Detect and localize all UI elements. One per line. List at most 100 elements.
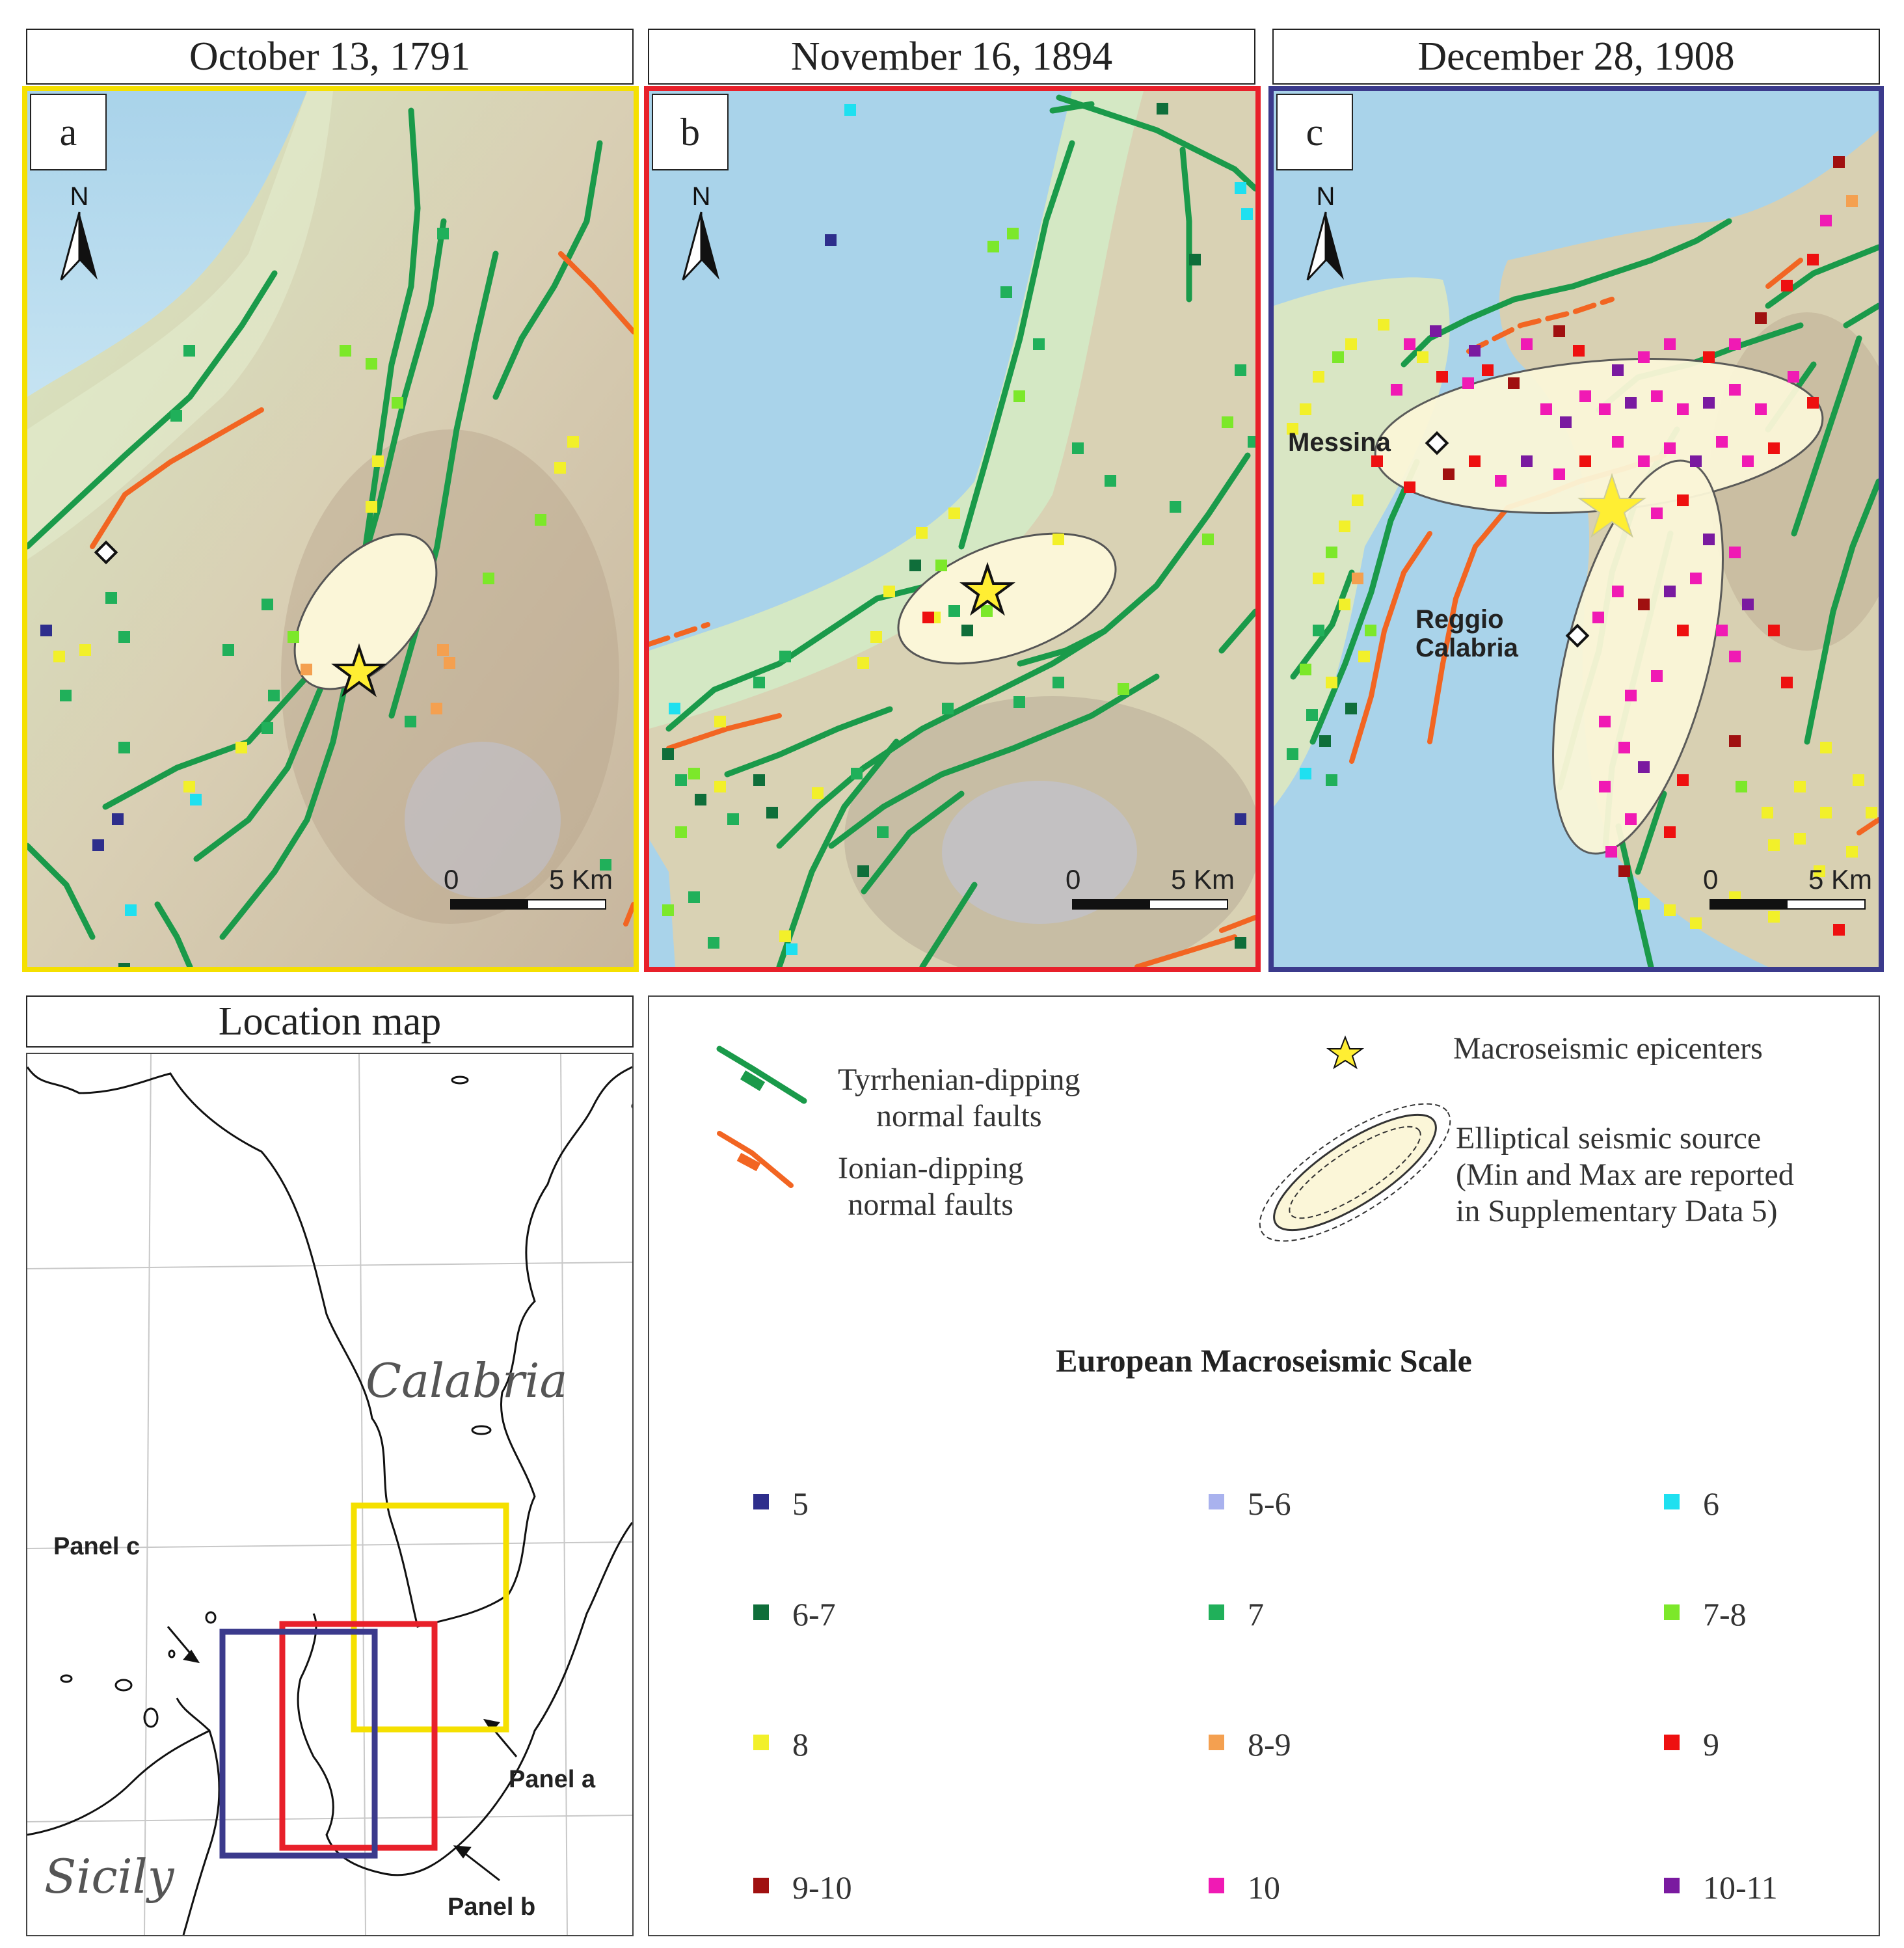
ellipse-label: Elliptical seismic source (Min and Max a… xyxy=(1456,1121,1794,1228)
scale-bar: 0 5 Km xyxy=(444,864,613,916)
ems-label-9: 9 xyxy=(1703,1726,1719,1763)
ems-label-5: 5 xyxy=(792,1485,809,1522)
ems-label-5-6: 5-6 xyxy=(1248,1485,1291,1522)
ems-swatch-6 xyxy=(1664,1494,1680,1509)
ionian-fault-symbol xyxy=(717,1131,794,1188)
ems-swatch-10 xyxy=(1209,1878,1224,1893)
location-map-outline xyxy=(27,1054,632,1935)
panel-a-letter: a xyxy=(30,94,107,170)
panel-c-extent xyxy=(219,1629,378,1859)
ems-label-7-8: 7-8 xyxy=(1703,1596,1747,1632)
ems-swatch-9 xyxy=(1664,1735,1680,1750)
ems-swatch-5-6 xyxy=(1209,1494,1224,1509)
sicily-land xyxy=(1274,277,1450,807)
scale-zero: 0 xyxy=(1703,864,1719,895)
ems-label-8: 8 xyxy=(792,1726,809,1763)
seismic-source-ellipse-2 xyxy=(1552,459,1724,855)
seismic-source-ellipse xyxy=(293,533,438,690)
panel-b-title-text: November 16, 1894 xyxy=(790,34,1113,79)
epicenter-star xyxy=(330,643,388,697)
panel-a-basemap xyxy=(27,91,634,967)
messina-label: Messina xyxy=(1288,428,1391,457)
ems-swatch-9-10 xyxy=(753,1878,769,1893)
ionian-faults xyxy=(90,251,634,927)
location-map-title-text: Location map xyxy=(218,999,442,1044)
scale-distance: 5 Km xyxy=(1808,864,1872,895)
ems-swatch-10-11 xyxy=(1664,1878,1680,1893)
north-arrow: N xyxy=(53,182,105,286)
ems-swatch-6-7 xyxy=(753,1604,769,1620)
scale-zero: 0 xyxy=(444,864,459,895)
tyrrhenian-label: Tyrrhenian-dipping normal faults xyxy=(838,1062,1080,1133)
panel-c-basemap xyxy=(1274,91,1879,967)
north-arrow: N xyxy=(675,182,727,286)
epicenter-star xyxy=(959,561,1016,616)
location-map-title: Location map xyxy=(26,995,634,1048)
panel-c-title: December 28, 1908 xyxy=(1272,29,1880,85)
panel-a-location-label: Panel a xyxy=(509,1766,596,1793)
scale-bar: 0 5 Km xyxy=(1703,864,1872,916)
panel-b-location-label: Panel b xyxy=(448,1893,536,1921)
panel-a-extent xyxy=(351,1502,509,1733)
scale-bar: 0 5 Km xyxy=(1066,864,1235,916)
sicily-label: Sicily xyxy=(44,1849,174,1904)
panel-c-letter: c xyxy=(1276,94,1353,170)
panel-a-title-text: October 13, 1791 xyxy=(189,34,471,79)
ems-label-9-10: 9-10 xyxy=(792,1869,852,1906)
panel-b-letter-text: b xyxy=(680,110,700,154)
town-marker xyxy=(94,540,118,565)
ems-swatch-7 xyxy=(1209,1604,1224,1620)
north-label: N xyxy=(691,182,711,211)
north-arrow-icon xyxy=(682,211,719,281)
north-label: N xyxy=(1316,182,1335,211)
tyrrhenian-fault-symbol xyxy=(716,1046,807,1104)
ems-swatch-5 xyxy=(753,1494,769,1509)
panel-c-letter-text: c xyxy=(1306,110,1324,154)
seismic-source-ellipse xyxy=(897,532,1117,665)
north-label: N xyxy=(70,182,89,211)
scale-distance: 5 Km xyxy=(548,864,613,895)
panel-a-title: October 13, 1791 xyxy=(26,29,634,85)
panel-b-letter: b xyxy=(652,94,729,170)
panel-b-basemap xyxy=(649,91,1255,967)
panel-c-location-label: Panel c xyxy=(53,1533,141,1560)
ems-label-10-11: 10-11 xyxy=(1703,1869,1778,1906)
reggio-marker xyxy=(1565,623,1590,648)
panel-b-title: November 16, 1894 xyxy=(648,29,1255,85)
intensity-points xyxy=(40,228,611,967)
scale-zero: 0 xyxy=(1066,864,1081,895)
sea-area xyxy=(649,91,1072,651)
ionian-label: Ionian-dipping normal faults xyxy=(838,1151,1024,1222)
panel-a-letter-text: a xyxy=(59,110,77,154)
ems-label-6: 6 xyxy=(1703,1485,1719,1522)
legend: Tyrrhenian-dipping normal faults Ionian-… xyxy=(648,995,1880,1936)
panel-c-map: c N Messina Reggio Calabria 0 5 Km xyxy=(1268,86,1884,972)
ems-label-10: 10 xyxy=(1248,1869,1280,1906)
north-arrow-icon xyxy=(60,211,98,281)
tyrrhenian-faults xyxy=(665,94,1255,967)
epicenter-label: Macroseismic epicenters xyxy=(1453,1031,1763,1066)
messina-marker xyxy=(1425,431,1449,455)
ems-swatch-8-9 xyxy=(1209,1735,1224,1750)
north-arrow-icon xyxy=(1306,211,1344,281)
reggio-calabria-label: Reggio Calabria xyxy=(1415,605,1518,662)
intensity-points xyxy=(662,103,1255,955)
panel-c-title-text: December 28, 1908 xyxy=(1417,34,1735,79)
intensity-points xyxy=(1287,156,1877,936)
ems-label-8-9: 8-9 xyxy=(1248,1726,1291,1763)
panel-b-map: b N 0 5 Km xyxy=(644,86,1261,972)
ems-label-6-7: 6-7 xyxy=(792,1596,836,1632)
north-arrow: N xyxy=(1300,182,1352,286)
ionian-faults xyxy=(649,622,1255,967)
location-map: Calabria Sicily Panel c Panel a Panel b xyxy=(26,1053,634,1936)
ellipse-source-icon xyxy=(1259,1103,1451,1242)
scale-distance: 5 Km xyxy=(1170,864,1235,895)
calabria-label: Calabria xyxy=(366,1353,568,1408)
epicenter-icon xyxy=(1326,1035,1365,1070)
ems-swatch-8 xyxy=(753,1735,769,1750)
panel-b-extent xyxy=(279,1621,438,1851)
panel-a-map: a N 0 5 Km xyxy=(22,86,639,972)
ems-swatch-7-8 xyxy=(1664,1604,1680,1620)
ems-label-7: 7 xyxy=(1248,1596,1264,1632)
epicenter-star xyxy=(1577,472,1647,538)
